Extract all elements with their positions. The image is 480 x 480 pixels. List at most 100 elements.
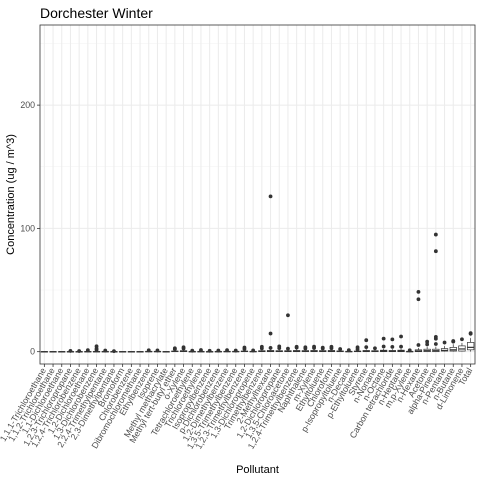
box-14 [153, 348, 162, 353]
outlier-point [329, 344, 334, 349]
box-21 [214, 348, 222, 353]
box-39 [371, 346, 379, 353]
box-41 [388, 337, 396, 353]
outlier-point [251, 348, 256, 353]
y-tick-label: 200 [20, 100, 35, 110]
outlier-point [320, 345, 325, 350]
y-tick-label: 100 [20, 223, 35, 233]
box-27 [266, 194, 275, 353]
outlier-point [94, 344, 99, 349]
y-tick-label: 0 [30, 347, 35, 357]
outlier-point [433, 334, 438, 339]
box-42 [397, 334, 405, 353]
major-gridlines [40, 25, 475, 364]
box-iqr [440, 348, 449, 352]
outlier-point [425, 339, 430, 344]
outlier-point [242, 345, 247, 350]
box-50 [467, 331, 475, 352]
box-28 [275, 344, 283, 353]
x-axis-title: Pollutant [236, 464, 279, 476]
outlier-point [277, 344, 282, 349]
plot-panel-border [39, 24, 476, 365]
outlier-point [77, 349, 82, 353]
box-29 [284, 313, 292, 353]
box-48 [449, 339, 457, 352]
outlier-point [225, 348, 229, 353]
box-26 [258, 344, 266, 353]
outlier-point [294, 344, 299, 349]
x-axis: 1,1,1-Trichloroethane1,1,2-Trichloroetha… [0, 364, 474, 451]
box-30 [293, 344, 301, 353]
box-5 [75, 349, 83, 353]
box-9 [110, 349, 118, 354]
box-8 [101, 348, 109, 353]
outlier-point [364, 338, 369, 343]
outlier-point [399, 344, 403, 349]
boxplot-series [40, 194, 475, 354]
outlier-point [373, 346, 377, 351]
outlier-point [433, 249, 438, 254]
outlier-point [390, 337, 395, 342]
outlier-point [416, 289, 421, 294]
minor-gridlines [40, 43, 475, 291]
box-45 [423, 339, 431, 353]
box-37 [353, 345, 362, 353]
outlier-point [468, 331, 473, 336]
y-axis: 0 100 200 [20, 100, 40, 357]
outlier-point [146, 348, 151, 353]
outlier-point [216, 348, 221, 353]
box-44 [414, 289, 423, 353]
outlier-point [381, 336, 386, 341]
box-3 [58, 351, 66, 353]
outlier-point [207, 348, 212, 353]
box-7 [92, 344, 101, 353]
outlier-point [303, 345, 308, 350]
box-49 [458, 337, 466, 352]
box-2 [49, 351, 57, 353]
box-31 [301, 345, 309, 353]
outlier-point [442, 340, 447, 345]
outlier-point [268, 194, 273, 199]
box-35 [336, 347, 344, 353]
outlier-point [172, 346, 177, 351]
box-18 [188, 348, 196, 353]
box-25 [249, 348, 257, 353]
outlier-point [416, 297, 421, 302]
box-33 [319, 345, 327, 353]
box-34 [327, 344, 336, 353]
box-iqr [467, 342, 475, 351]
box-43 [406, 348, 414, 353]
box-10 [119, 351, 127, 353]
box-23 [232, 348, 240, 353]
outlier-point [346, 348, 351, 353]
outlier-point [233, 348, 238, 353]
outlier-point [85, 348, 90, 353]
box-iqr [449, 347, 457, 352]
box-20 [206, 348, 214, 353]
y-axis-title: Concentration (ug / m^3) [5, 134, 17, 255]
outlier-point [407, 348, 412, 353]
box-32 [310, 344, 318, 353]
outlier-point [112, 349, 116, 354]
plot-panel [40, 25, 475, 364]
outlier-point [381, 344, 386, 349]
outlier-point [268, 331, 273, 336]
box-11 [127, 351, 135, 353]
outlier-point [68, 349, 73, 353]
box-17 [179, 345, 188, 353]
box-6 [84, 348, 92, 353]
outlier-point [416, 343, 421, 347]
outlier-point [103, 348, 108, 353]
outlier-point [181, 345, 186, 350]
box-47 [440, 340, 449, 352]
box-1 [40, 351, 48, 353]
outlier-point [286, 346, 290, 351]
outlier-point [259, 344, 264, 349]
outlier-point [199, 348, 203, 352]
outlier-point [312, 344, 316, 349]
box-19 [197, 348, 205, 353]
box-16 [171, 346, 179, 353]
box-40 [380, 336, 388, 353]
outlier-point [338, 347, 343, 351]
chart-title: Dorchester Winter [40, 5, 153, 21]
